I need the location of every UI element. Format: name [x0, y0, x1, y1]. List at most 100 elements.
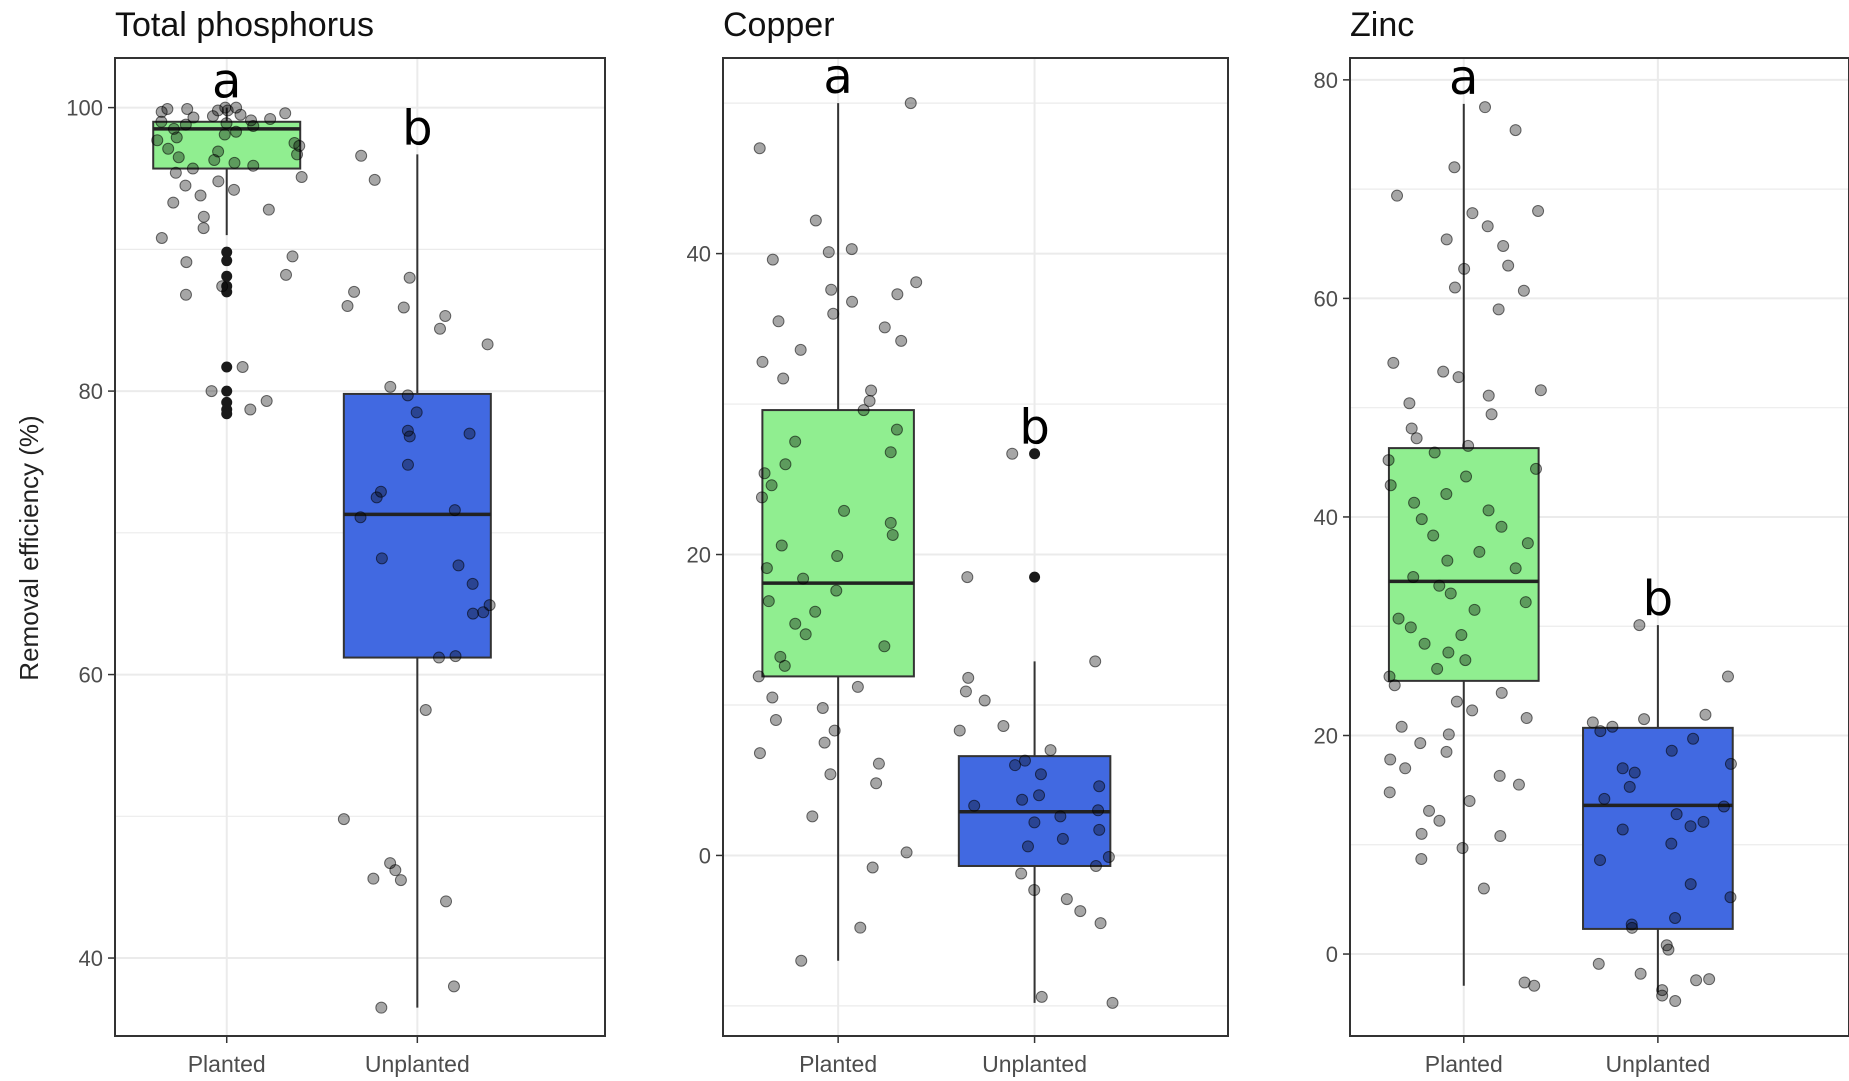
outlier-point [1029, 448, 1041, 460]
data-point [161, 103, 174, 116]
data-point [1517, 284, 1530, 297]
data-point [170, 131, 183, 144]
data-point [1392, 612, 1405, 625]
data-point [1520, 712, 1533, 725]
data-point [247, 120, 260, 133]
y-axis-title: Removal efficiency (%) [14, 415, 44, 680]
data-point [1006, 447, 1019, 460]
data-point [403, 271, 416, 284]
data-point [1458, 262, 1471, 275]
data-point [1669, 995, 1682, 1008]
data-point [1477, 882, 1490, 895]
data-point [1021, 840, 1034, 853]
data-point [884, 446, 897, 459]
data-point [884, 516, 897, 529]
data-point [397, 301, 410, 314]
data-point [1670, 808, 1683, 821]
data-point [1459, 654, 1472, 667]
y-tick-label: 0 [1326, 942, 1338, 967]
data-point [463, 427, 476, 440]
y-tick-label: 40 [1314, 505, 1338, 530]
data-point [1009, 759, 1022, 772]
data-point [1460, 470, 1473, 483]
y-tick-label: 40 [687, 242, 711, 267]
data-point [1388, 679, 1401, 692]
data-point [401, 458, 414, 471]
data-point [194, 189, 207, 202]
data-point [1665, 744, 1678, 757]
data-point [1473, 545, 1486, 558]
data-point [1444, 587, 1457, 600]
data-point [1626, 921, 1639, 934]
y-tick-label: 60 [1314, 286, 1338, 311]
data-point [1094, 917, 1107, 930]
data-point [1092, 804, 1105, 817]
data-point [822, 246, 835, 259]
data-point [1383, 670, 1396, 683]
data-point [1717, 800, 1730, 813]
data-point [1384, 753, 1397, 766]
data-point [230, 125, 243, 138]
data-point [1404, 621, 1417, 634]
data-point [890, 423, 903, 436]
data-point [1492, 303, 1505, 316]
data-point [1427, 529, 1440, 542]
outlier-point [221, 385, 233, 397]
data-point [766, 691, 779, 704]
data-point [1532, 204, 1545, 217]
y-tick-label: 80 [1314, 68, 1338, 93]
data-point [828, 724, 841, 737]
y-tick-label: 60 [79, 663, 103, 688]
data-point [1433, 814, 1446, 827]
data-point [1462, 439, 1475, 452]
data-point [1606, 720, 1619, 733]
data-point [794, 343, 807, 356]
data-point [1481, 220, 1494, 233]
data-point [753, 142, 766, 155]
data-point [769, 714, 782, 727]
data-point [1534, 384, 1547, 397]
data-point [466, 607, 479, 620]
data-point [1493, 769, 1506, 782]
data-point [1594, 725, 1607, 738]
data-point [419, 704, 432, 716]
data-point [857, 404, 870, 417]
data-point [477, 606, 490, 619]
outlier-point [221, 255, 233, 267]
data-point [440, 895, 453, 908]
data-point [1415, 827, 1428, 840]
data-point [1485, 408, 1498, 421]
x-tick-label: Planted [799, 1051, 877, 1077]
data-point [760, 562, 773, 575]
data-point [1405, 422, 1418, 435]
data-point [1395, 720, 1408, 733]
data-point [220, 117, 233, 130]
data-point [827, 307, 840, 320]
data-point [262, 203, 275, 216]
data-point [236, 360, 249, 373]
data-point [341, 300, 354, 313]
data-point [1623, 780, 1636, 793]
data-point [291, 148, 304, 161]
data-point [389, 864, 402, 877]
data-point [779, 458, 792, 471]
data-point [1482, 504, 1495, 517]
data-point [1433, 579, 1446, 592]
data-point [280, 268, 293, 281]
data-point [155, 115, 168, 128]
data-point [777, 372, 790, 385]
data-point [824, 768, 837, 781]
data-point [1528, 979, 1541, 992]
data-point [1060, 893, 1073, 906]
data-point [208, 154, 221, 167]
data-point [434, 322, 447, 335]
data-point [1089, 859, 1102, 872]
data-point [755, 491, 768, 504]
data-point [212, 175, 225, 188]
data-point [854, 921, 867, 934]
data-point [851, 680, 864, 693]
data-point [1016, 793, 1029, 806]
data-point [1662, 943, 1675, 956]
data-point [186, 162, 199, 175]
data-point [449, 650, 462, 663]
